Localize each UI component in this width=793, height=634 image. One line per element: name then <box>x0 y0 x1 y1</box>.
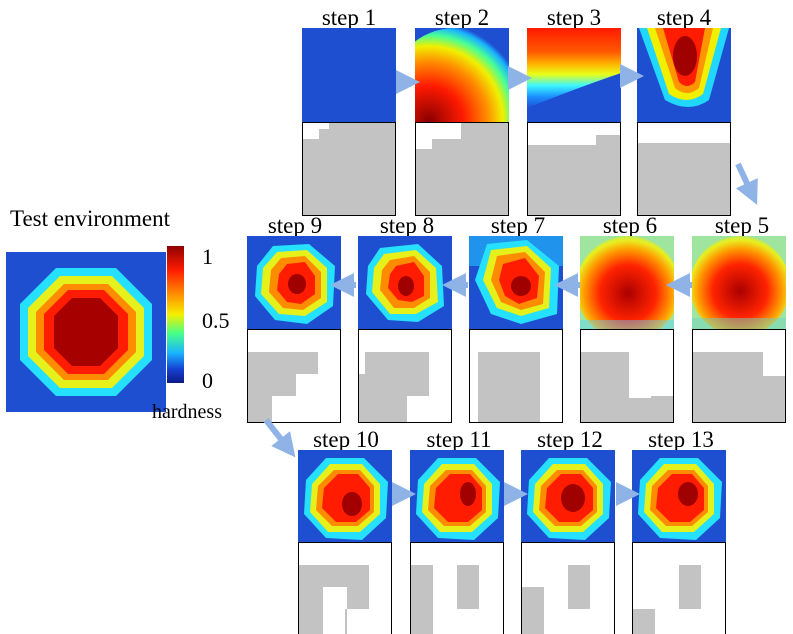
step-12-label: step 12 <box>537 427 603 452</box>
step-10-label: step 10 <box>313 427 379 452</box>
step-9-hardness-map <box>247 236 341 330</box>
arrow-step4-to-step5 <box>735 162 758 205</box>
test-environment-title: Test environment <box>10 206 170 231</box>
step-3-explored-grid <box>527 122 621 216</box>
step-3-label: step 3 <box>546 5 602 30</box>
step-9-explored-grid <box>247 329 341 423</box>
hardness-colorbar <box>167 246 184 383</box>
test-environment-hardness-map <box>6 252 166 412</box>
step-12-explored-grid <box>521 542 615 634</box>
step-4-explored-grid <box>637 122 731 216</box>
step-5-explored-grid <box>692 329 786 423</box>
colorbar-max-label: 1 <box>202 244 213 269</box>
step-10-hardness-map <box>298 450 392 544</box>
step-2-label: step 2 <box>434 5 490 30</box>
step-3-hardness-map <box>527 28 621 122</box>
step-11-explored-grid <box>410 542 504 634</box>
step-11-hardness-map <box>410 450 504 544</box>
colorbar-mid-label: 0.5 <box>202 308 230 333</box>
step-6-hardness-map <box>580 236 674 330</box>
step-8-hardness-map <box>358 236 452 330</box>
step-8-label: step 8 <box>379 213 435 238</box>
step-5-label: step 5 <box>714 213 770 238</box>
step-9-label: step 9 <box>267 213 323 238</box>
colorbar-min-label: 0 <box>202 368 213 393</box>
step-7-hardness-map <box>469 236 563 330</box>
step-10-explored-grid <box>298 542 392 634</box>
step-1-hardness-map <box>302 28 396 122</box>
step-13-label: step 13 <box>648 427 714 452</box>
step-1-explored-grid <box>302 122 396 216</box>
step-4-hardness-map <box>637 28 731 122</box>
step-6-explored-grid <box>580 329 674 423</box>
step-13-explored-grid <box>632 542 726 634</box>
step-11-label: step 11 <box>426 427 492 452</box>
step-13-hardness-map <box>632 450 726 544</box>
step-8-explored-grid <box>358 329 452 423</box>
step-7-explored-grid <box>469 329 563 423</box>
step-1-label: step 1 <box>321 5 377 30</box>
colorbar-caption: hardness <box>152 401 222 423</box>
step-4-label: step 4 <box>656 5 712 30</box>
arrow-step9-to-step10 <box>263 418 296 458</box>
step-5-hardness-map <box>692 236 786 330</box>
step-7-label: step 7 <box>490 213 546 238</box>
step-6-label: step 6 <box>602 213 658 238</box>
step-2-explored-grid <box>415 122 509 216</box>
step-12-hardness-map <box>521 450 615 544</box>
step-2-hardness-map <box>415 28 509 122</box>
